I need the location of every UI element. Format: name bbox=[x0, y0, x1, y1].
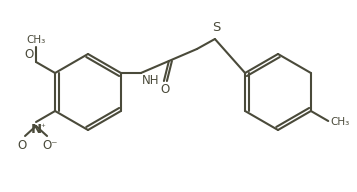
Text: CH₃: CH₃ bbox=[330, 117, 350, 127]
Text: NH: NH bbox=[142, 74, 160, 87]
Text: O: O bbox=[17, 139, 27, 152]
Text: S: S bbox=[212, 21, 220, 34]
Text: O⁻: O⁻ bbox=[42, 139, 58, 152]
Text: CH₃: CH₃ bbox=[26, 35, 46, 45]
Text: O: O bbox=[25, 48, 34, 61]
Text: ⁺: ⁺ bbox=[40, 123, 45, 132]
Text: N: N bbox=[30, 123, 42, 136]
Text: O: O bbox=[160, 83, 170, 96]
